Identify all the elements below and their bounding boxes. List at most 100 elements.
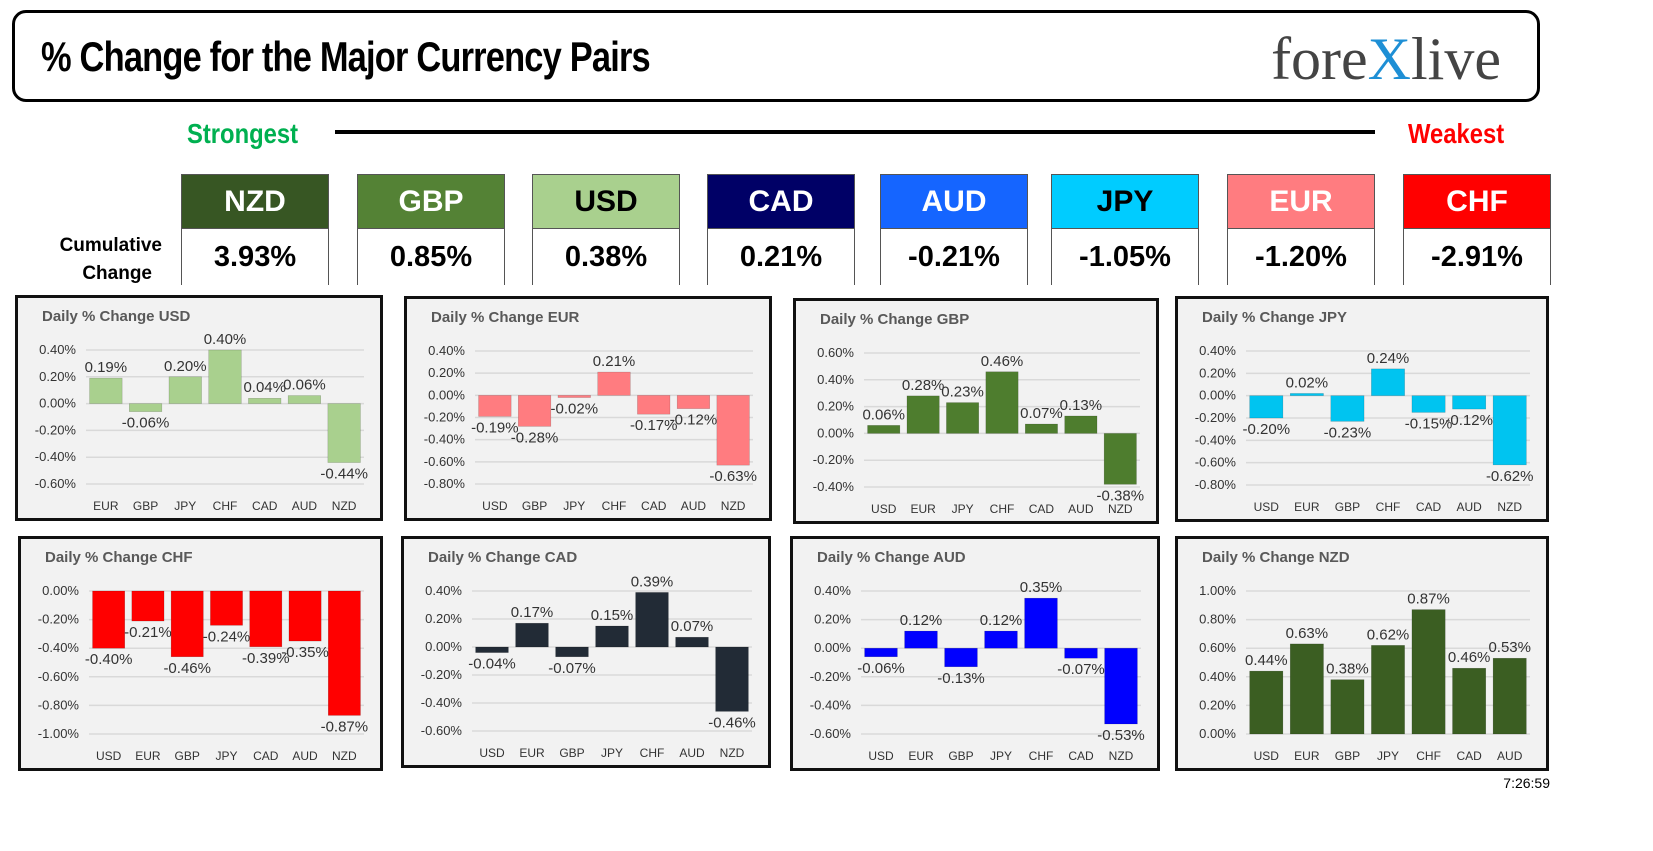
data-label: -0.63% bbox=[709, 468, 757, 485]
page-title: % Change for the Major Currency Pairs bbox=[41, 33, 651, 80]
y-tick-label: 0.20% bbox=[814, 612, 851, 627]
y-tick-label: -0.60% bbox=[35, 476, 77, 491]
data-label: 0.23% bbox=[941, 384, 984, 401]
bar-jpy bbox=[210, 590, 243, 626]
bar-chf bbox=[597, 371, 631, 396]
x-tick-label: GBP bbox=[522, 499, 547, 513]
x-tick-label: JPY bbox=[952, 502, 974, 516]
y-tick-label: 0.20% bbox=[39, 369, 76, 384]
chart-jpy: 0.40% 0.20% 0.00% -0.20% -0.40% -0.60% -0.80% -… bbox=[1175, 296, 1549, 522]
x-tick-label: CAD bbox=[1416, 500, 1442, 514]
strength-divider bbox=[335, 130, 1375, 134]
data-label: 0.62% bbox=[1367, 626, 1410, 643]
data-label: 0.21% bbox=[593, 353, 636, 370]
x-tick-label: USD bbox=[479, 746, 505, 760]
y-tick-label: 0.20% bbox=[817, 399, 854, 414]
chart-title: Daily % Change GBP bbox=[820, 311, 970, 328]
y-tick-label: -0.20% bbox=[424, 410, 466, 425]
data-label: -0.87% bbox=[321, 718, 369, 735]
y-tick-label: -0.20% bbox=[813, 452, 855, 467]
x-tick-label: AUD bbox=[292, 499, 318, 513]
currency-box-jpy: JPY -1.05% bbox=[1051, 174, 1199, 285]
chart-usd: 0.40% 0.20% 0.00% -0.20% -0.40% -0.60% 0.19% EU… bbox=[15, 295, 383, 521]
data-label: 0.12% bbox=[980, 612, 1023, 629]
bar-gbp bbox=[1330, 679, 1365, 735]
y-tick-label: 0.00% bbox=[39, 396, 76, 411]
y-tick-label: -0.60% bbox=[424, 454, 466, 469]
data-label: 0.07% bbox=[1020, 405, 1063, 422]
bar-aud bbox=[1492, 657, 1527, 735]
bar-eur bbox=[1289, 393, 1324, 396]
x-tick-label: CAD bbox=[1029, 502, 1055, 516]
chart-title: Daily % Change JPY bbox=[1202, 309, 1348, 326]
x-tick-label: GBP bbox=[133, 499, 158, 513]
data-label: -0.62% bbox=[1486, 468, 1534, 485]
data-label: -0.02% bbox=[551, 401, 599, 418]
bar-jpy bbox=[557, 395, 591, 398]
bar-eur bbox=[89, 377, 123, 404]
chart-title: Daily % Change NZD bbox=[1202, 549, 1350, 566]
bar-gbp bbox=[518, 395, 552, 427]
y-tick-label: -0.20% bbox=[38, 612, 80, 627]
data-label: -0.21% bbox=[124, 624, 172, 641]
y-tick-label: -0.40% bbox=[35, 449, 77, 464]
chart-svg: 0.00% -0.20% -0.40% -0.60% -0.80% -1.00% -0.40… bbox=[38, 583, 369, 763]
bar-cad bbox=[1452, 667, 1487, 735]
bar-aud bbox=[675, 636, 709, 648]
y-tick-label: 0.20% bbox=[1199, 365, 1236, 380]
data-label: 0.04% bbox=[243, 379, 286, 396]
x-tick-label: CAD bbox=[1068, 749, 1094, 763]
chart-svg: 0.40% 0.20% 0.00% -0.20% -0.40% -0.60% -0.06% U… bbox=[810, 579, 1145, 763]
data-label: 0.06% bbox=[283, 377, 326, 394]
y-tick-label: 0.60% bbox=[1199, 640, 1236, 655]
x-tick-label: NZD bbox=[332, 749, 357, 763]
x-tick-label: USD bbox=[871, 502, 897, 516]
x-tick-label: JPY bbox=[601, 746, 623, 760]
data-label: 0.13% bbox=[1060, 397, 1103, 414]
chart-aud: 0.40% 0.20% 0.00% -0.20% -0.40% -0.60% -0.06% U… bbox=[790, 536, 1160, 771]
y-tick-label: -0.60% bbox=[810, 726, 852, 741]
y-tick-label: 0.40% bbox=[425, 583, 462, 598]
bar-usd bbox=[478, 395, 512, 417]
x-tick-label: NZD bbox=[721, 499, 746, 513]
bar-chf bbox=[1371, 368, 1405, 396]
x-tick-label: CAD bbox=[1456, 749, 1482, 763]
data-label: -0.06% bbox=[122, 415, 170, 432]
bar-eur bbox=[131, 590, 165, 622]
data-label: -0.24% bbox=[203, 628, 251, 645]
chart-cad: 0.40% 0.20% 0.00% -0.20% -0.40% -0.60% -0.04% U… bbox=[401, 536, 771, 768]
data-label: 0.46% bbox=[1448, 649, 1491, 666]
y-tick-label: -0.80% bbox=[424, 476, 466, 491]
currency-code: USD bbox=[533, 175, 679, 229]
data-label: 0.39% bbox=[631, 573, 674, 590]
bar-chf bbox=[1411, 609, 1446, 735]
data-label: -0.17% bbox=[630, 417, 678, 434]
x-tick-label: EUR bbox=[908, 749, 934, 763]
currency-code: EUR bbox=[1228, 175, 1374, 229]
data-label: 0.19% bbox=[85, 359, 128, 376]
bar-usd bbox=[1249, 395, 1284, 419]
data-label: -0.39% bbox=[242, 650, 290, 667]
y-tick-label: -0.60% bbox=[38, 669, 80, 684]
chart-nzd: 1.00% 0.80% 0.60% 0.40% 0.20% 0.00% 0.44% USD 0.… bbox=[1175, 536, 1549, 771]
weakest-label: Weakest bbox=[1408, 118, 1505, 149]
y-tick-label: 1.00% bbox=[1199, 583, 1236, 598]
x-tick-label: EUR bbox=[910, 502, 936, 516]
currency-box-gbp: GBP 0.85% bbox=[357, 174, 505, 285]
cumulative-value: 0.85% bbox=[358, 229, 504, 285]
chart-title: Daily % Change EUR bbox=[431, 309, 580, 326]
currency-code: CAD bbox=[708, 175, 854, 229]
data-label: 0.38% bbox=[1326, 661, 1369, 678]
x-tick-label: USD bbox=[1254, 500, 1280, 514]
bar-nzd bbox=[715, 646, 749, 712]
y-tick-label: 0.40% bbox=[1199, 343, 1236, 358]
x-tick-label: USD bbox=[1254, 749, 1280, 763]
chart-svg: 0.40% 0.20% 0.00% -0.20% -0.40% -0.60% -0.80% -… bbox=[1195, 343, 1534, 514]
chart-svg: 0.60% 0.40% 0.20% 0.00% -0.20% -0.40% 0.06% USD… bbox=[813, 345, 1144, 516]
bar-jpy bbox=[946, 402, 979, 434]
data-label: 0.12% bbox=[900, 612, 943, 629]
bar-nzd bbox=[1103, 433, 1137, 485]
x-tick-label: CHF bbox=[213, 499, 238, 513]
currency-code: AUD bbox=[881, 175, 1027, 229]
bar-eur bbox=[515, 622, 549, 648]
